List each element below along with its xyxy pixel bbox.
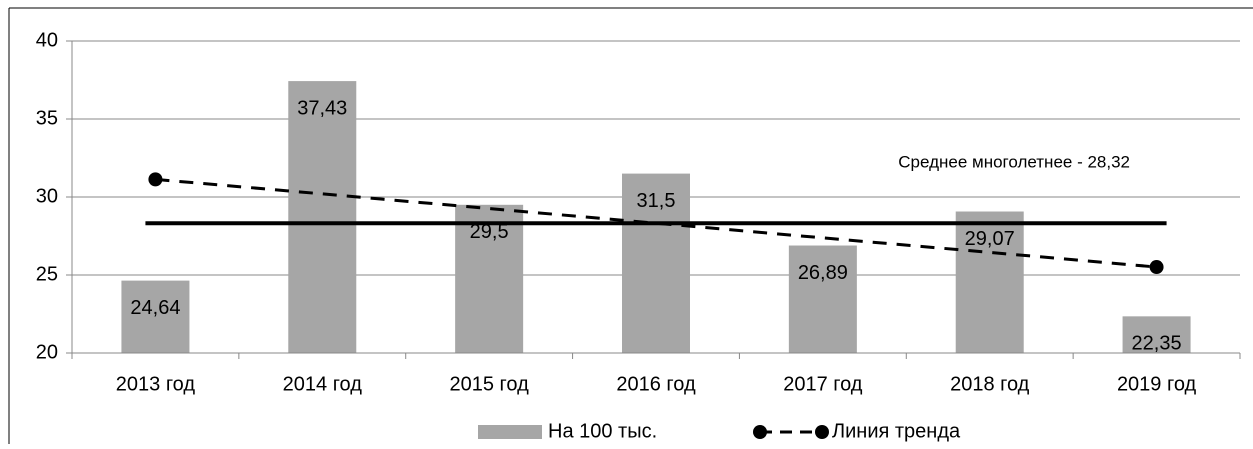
x-tick-label: 2013 год: [116, 373, 196, 395]
data-label: 24,64: [130, 297, 180, 319]
legend-marker: [753, 425, 767, 439]
x-tick-label: 2019 год: [1117, 373, 1197, 395]
trend-marker: [1149, 260, 1164, 275]
x-tick-label: 2016 год: [616, 373, 696, 395]
y-tick-label: 40: [36, 29, 58, 51]
x-tick-label: 2015 год: [450, 373, 530, 395]
x-tick-label: 2014 год: [283, 373, 363, 395]
bar: [121, 280, 190, 353]
data-label: 37,43: [297, 97, 347, 119]
bar: [955, 211, 1024, 353]
data-label: 29,07: [965, 228, 1015, 250]
legend-label: На 100 тыс.: [548, 420, 657, 442]
y-tick-label: 20: [36, 341, 58, 363]
y-tick-label: 25: [36, 263, 58, 285]
x-tick-label: 2018 год: [950, 373, 1030, 395]
trend-marker: [148, 172, 163, 187]
data-label: 26,89: [798, 262, 848, 284]
x-tick-label: 2017 год: [783, 373, 863, 395]
data-label: 29,5: [470, 221, 509, 243]
mean-label: Среднее многолетнее - 28,32: [898, 152, 1130, 171]
legend-label: Линия тренда: [832, 420, 961, 442]
legend-marker: [815, 425, 829, 439]
bar: [288, 81, 357, 353]
bar: [455, 204, 524, 353]
bar: [622, 173, 690, 353]
y-tick-label: 30: [36, 185, 58, 207]
data-label: 22,35: [1132, 333, 1182, 355]
data-label: 31,5: [637, 190, 676, 212]
y-tick-label: 35: [36, 107, 58, 129]
bar: [788, 245, 857, 353]
bar: [1122, 316, 1191, 353]
legend-swatch: [478, 425, 542, 439]
